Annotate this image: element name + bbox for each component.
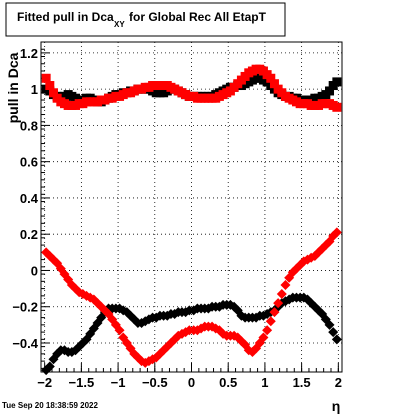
diamond-marker [324,319,335,330]
title-prefix: Fitted pull in Dca [17,10,114,24]
diamond-marker [41,247,52,258]
x-tick-label: 2 [335,375,342,390]
x-tick-label: 0 [188,375,195,390]
diamond-marker [118,332,129,343]
title-suffix: for Global Rec All EtapT [129,10,267,24]
y-tick-label: 0.8 [20,118,38,133]
y-tick-label: −0.4 [12,336,38,351]
diamond-marker [44,250,55,261]
y-axis-title: pull in Dca [5,52,21,123]
square-marker [332,102,342,112]
data-markers [41,64,342,376]
y-tick-label: 0.4 [20,191,39,206]
x-tick-label: 1.5 [293,375,311,390]
square-marker [266,73,276,83]
plot-frame [40,41,343,373]
diamond-marker [331,334,342,345]
diamond-marker [331,227,342,238]
plot-area: −2 −1.5 −1 −0.5 0 0.5 1 1.5 2 −0.4 −0.2 0 0.2 0.4 0.6… [12,41,343,390]
diamond-marker [121,307,132,318]
x-tick-label: −1 [111,375,126,390]
x-tick-label: 1 [261,375,268,390]
diamond-marker [118,305,129,316]
diamond-marker [258,332,269,343]
y-tick-label: 0 [31,263,38,278]
y-tick-label: −0.2 [12,300,38,315]
diamond-marker [328,327,339,338]
y-tick-label: 0.2 [20,227,38,242]
x-tick-label: 0.5 [219,375,237,390]
axis-ticks [41,48,339,372]
square-marker [41,73,51,83]
title-box: Fitted pull in Dca XY for Global Rec All… [5,2,286,37]
square-marker [332,77,342,87]
x-tick-label: −2 [37,375,52,390]
diamond-marker [276,289,287,300]
y-tick-label: 1 [31,82,38,97]
square-marker [48,88,58,98]
square-marker [45,81,55,91]
x-tick-label: −0.5 [142,375,168,390]
title-subscript: XY [114,20,125,29]
square-marker [269,79,279,89]
y-tick-label: 0.6 [20,155,38,170]
diamond-marker [280,279,291,290]
timestamp: Tue Sep 20 18:38:59 2022 [2,401,98,410]
diamond-marker [265,316,276,327]
title-frame [5,2,286,37]
diamond-marker [114,325,125,336]
x-tick-label: −1.5 [69,375,95,390]
diamond-marker [269,307,280,318]
diamond-marker [273,298,284,309]
diamond-marker [262,325,273,336]
y-tick-label: 1.2 [20,46,38,61]
x-axis-title: η [332,398,341,414]
diamond-marker [44,361,55,372]
diamond-marker [121,337,132,348]
x-tick-labels: −2 −1.5 −1 −0.5 0 0.5 1 1.5 2 [37,375,342,390]
y-tick-labels: −0.4 −0.2 0 0.2 0.4 0.6 0.8 1 1.2 [12,46,38,351]
square-marker [325,86,335,96]
